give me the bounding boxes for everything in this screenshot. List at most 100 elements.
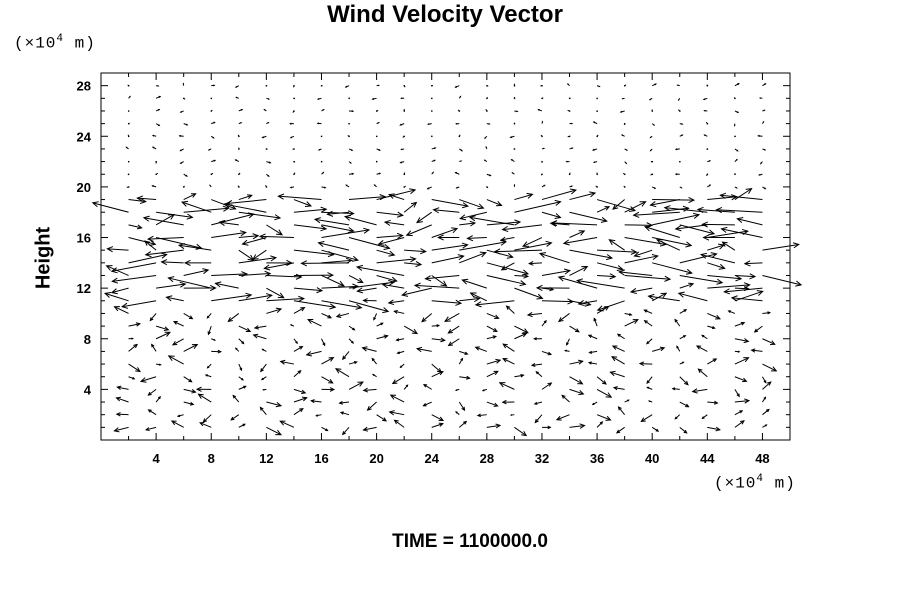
vector-dot	[513, 97, 516, 100]
vector-arrowhead	[547, 425, 552, 430]
vector-arrowhead	[317, 241, 325, 247]
vector-arrowhead	[571, 122, 574, 125]
vector-dot	[624, 186, 626, 188]
vector-shaft	[230, 414, 240, 421]
wind-vector	[541, 319, 547, 327]
wind-vector	[128, 237, 157, 246]
wind-vector	[509, 135, 515, 139]
wind-vector	[431, 363, 443, 374]
vector-arrowhead	[179, 281, 187, 288]
vector-shaft	[128, 323, 140, 327]
vector-shaft	[117, 386, 129, 390]
wind-vector	[762, 338, 776, 345]
vector-shaft	[721, 228, 763, 239]
wind-vector	[509, 414, 515, 416]
vector-arrowhead	[151, 146, 155, 149]
wind-vector	[167, 276, 212, 289]
wind-vector	[347, 135, 350, 138]
wind-vector	[345, 184, 350, 188]
vector-shaft	[475, 300, 515, 306]
wind-vector	[723, 287, 763, 295]
vector-arrowhead	[432, 171, 435, 174]
wind-vector	[541, 184, 546, 188]
wind-vector	[540, 85, 543, 87]
vector-arrowhead	[329, 387, 336, 392]
vector-shaft	[762, 274, 802, 286]
wind-vector	[541, 350, 553, 356]
wind-vector	[405, 224, 432, 237]
vector-shaft	[652, 199, 694, 201]
wind-vector	[541, 268, 571, 276]
wind-vector	[266, 287, 285, 299]
vector-shaft	[266, 308, 282, 314]
wind-vector	[707, 243, 726, 251]
wind-vector	[734, 83, 740, 87]
vector-arrowhead	[373, 184, 376, 187]
vector-dot	[293, 173, 295, 176]
vector-dot	[624, 85, 626, 87]
wind-vector	[715, 206, 763, 214]
wind-vector	[211, 292, 253, 302]
vector-shaft	[293, 408, 304, 416]
vector-shaft	[624, 255, 658, 264]
wind-vector	[214, 281, 239, 289]
vector-shaft	[116, 413, 129, 416]
wind-vector	[232, 394, 240, 403]
vector-arrowhead	[186, 213, 194, 220]
vector-arrowhead	[218, 219, 226, 226]
vector-arrowhead	[440, 280, 448, 287]
wind-vector	[652, 196, 696, 204]
vector-shaft	[314, 218, 350, 226]
vector-arrowhead	[481, 389, 485, 392]
wind-vector	[622, 172, 626, 176]
vector-shaft	[318, 242, 350, 251]
vector-arrowhead	[245, 292, 253, 299]
wind-vector	[568, 172, 571, 176]
vector-arrowhead	[320, 225, 328, 232]
vector-shaft	[143, 217, 184, 226]
vector-arrowhead	[578, 359, 584, 365]
wind-vector	[399, 123, 405, 126]
vector-arrowhead	[351, 149, 354, 151]
vector-arrowhead	[455, 299, 463, 306]
vector-arrowhead	[396, 351, 400, 355]
vector-shaft	[692, 388, 708, 393]
wind-vector	[431, 422, 444, 428]
wind-vector	[459, 350, 469, 355]
vector-arrowhead	[243, 385, 247, 389]
vector-shaft	[630, 287, 653, 293]
wind-vector	[266, 161, 272, 164]
wind-vector	[266, 401, 283, 408]
vector-arrowhead	[433, 159, 436, 162]
vector-arrowhead	[400, 148, 403, 151]
wind-vector	[596, 97, 598, 100]
vector-shaft	[531, 363, 543, 366]
vector-arrowhead	[204, 374, 208, 377]
vector-arrowhead	[147, 409, 152, 413]
wind-vector	[618, 269, 653, 276]
vector-arrowhead	[588, 350, 593, 354]
vector-arrowhead	[239, 230, 247, 237]
vector-arrowhead	[521, 332, 528, 338]
vector-shaft	[561, 394, 570, 403]
wind-vector	[762, 186, 767, 190]
wind-vector	[115, 412, 129, 417]
vector-arrowhead	[715, 426, 721, 432]
vector-shaft	[406, 224, 432, 236]
vector-shaft	[362, 347, 377, 352]
vector-arrowhead	[424, 275, 432, 282]
vector-arrowhead	[763, 396, 767, 400]
vector-shaft	[397, 350, 405, 354]
wind-vector	[540, 173, 543, 176]
wind-vector	[707, 400, 719, 405]
vector-arrowhead	[643, 225, 652, 232]
vector-dot	[210, 110, 213, 112]
vector-arrowhead	[646, 380, 650, 385]
vector-arrowhead	[715, 206, 723, 214]
wind-vector	[399, 363, 405, 369]
vector-shaft	[307, 319, 322, 327]
vector-arrowhead	[526, 192, 534, 199]
vector-shaft	[388, 194, 405, 201]
vector-arrowhead	[106, 246, 114, 253]
vector-dot	[651, 110, 653, 112]
